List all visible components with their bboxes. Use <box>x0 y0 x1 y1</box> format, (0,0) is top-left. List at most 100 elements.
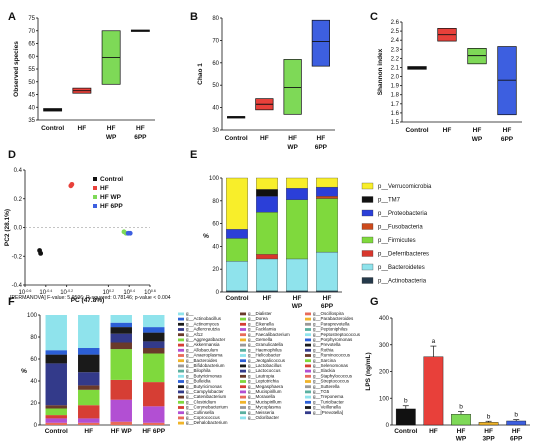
bar-segment-7-3 <box>316 177 338 188</box>
x-tick-exponent: -0.4 <box>46 289 52 293</box>
y-tick-label: 0.0 <box>14 226 23 232</box>
y-axis-label: Observed species <box>13 41 20 97</box>
y-tick-label: 60 <box>28 54 35 60</box>
y-tick-label: -0.4 <box>12 283 23 289</box>
x-tick-label: WP <box>472 136 483 143</box>
bar-segment-3-2 <box>286 199 308 260</box>
x-tick-label: 10-0.2 <box>60 289 73 296</box>
legend-label-1-20: g__Odoribacter <box>248 415 280 420</box>
point-3-1 <box>127 230 133 236</box>
bar-segment-6-3 <box>143 332 165 342</box>
legend-label-0-12: g__Butyricimonas <box>186 373 223 378</box>
legend-swatch-2-8 <box>305 354 311 357</box>
legend-swatch-0-12 <box>178 374 184 378</box>
legend-label-0-5: g__Aggregatibacter <box>186 337 226 342</box>
legend-swatch-0-7 <box>178 348 184 352</box>
y-tick-label: 2.0 <box>391 75 400 81</box>
significance-letter-0: b <box>404 398 408 405</box>
legend-label-2-16: g__Treponema <box>313 394 344 399</box>
y-tick-label: 2.4 <box>391 38 400 44</box>
y-axis-label: % <box>203 233 209 240</box>
y-tick-label: 50 <box>28 80 35 86</box>
x-tick-label: Control <box>394 428 417 435</box>
legend-label-2-9: g__Sarcina <box>313 358 336 363</box>
x-tick-label: 6PP <box>134 134 147 141</box>
y-tick-label: 55 <box>28 67 35 73</box>
x-tick-label: HF <box>503 127 512 134</box>
legend-swatch-0-11 <box>178 369 184 373</box>
x-tick-label: HF <box>457 428 466 435</box>
x-tick-label: HF <box>293 295 302 302</box>
legend-label-0-11: g__Bilophila <box>186 368 211 373</box>
bar-2 <box>451 414 471 426</box>
x-tick-label: Control <box>225 295 248 302</box>
bar-segment-4-1 <box>78 385 100 390</box>
x-tick-label: Control <box>45 428 68 435</box>
x-tick-label: 100.6 <box>144 289 156 296</box>
legend-label-0-7: g__Allobaculum <box>186 347 218 352</box>
legend-label-1-16: g__Moraxella <box>248 394 276 399</box>
legend-label-1: p__TM7 <box>378 198 401 204</box>
y-tick-label: 1.7 <box>391 102 400 108</box>
y-tick-label: 50 <box>212 83 219 89</box>
legend-label-0: Control <box>100 176 123 183</box>
bar-segment-3-0 <box>45 408 67 416</box>
legend-swatch-2-5 <box>305 338 311 342</box>
legend-swatch-0-15 <box>178 390 184 394</box>
bar-segment-6-1 <box>78 354 100 373</box>
legend-label-1-12: g__Lautropia <box>248 373 275 378</box>
chart-a: 35 40 45 50 55 60 65 70 75 Observed species Contro… <box>13 16 155 141</box>
legend-label-1-17: g__Mucispirillum <box>248 399 282 404</box>
legend-swatch-0-16 <box>178 395 184 399</box>
bar-segment-5-0 <box>226 229 248 239</box>
x-tick-label: HF WP <box>111 428 133 435</box>
legend-swatch-0-6 <box>178 343 184 347</box>
panel-label-b: B <box>190 11 198 23</box>
y-tick-label: 2.2 <box>391 56 400 62</box>
legend-label-2-3: g__Peptoniphilus <box>313 327 348 332</box>
legend-label-2-8: g__Ruminococcus <box>313 353 351 358</box>
legend-label-2-5: g__Porphyromonas <box>313 337 353 342</box>
y-tick-label: 35 <box>28 118 35 124</box>
legend-swatch-1 <box>361 196 374 203</box>
y-tick-label: 80 <box>212 16 219 22</box>
legend-swatch-0-8 <box>178 354 184 357</box>
legend-label-7: p__Actinobacteria <box>378 279 427 285</box>
y-tick-label: 75 <box>28 16 35 22</box>
legend-swatch-3 <box>93 204 97 208</box>
x-tick-label: 6PP <box>321 303 334 310</box>
bar-segment-3-1 <box>78 389 100 406</box>
legend-label-1-5: g__Gemella <box>248 337 273 342</box>
y-tick-label: 100 <box>379 396 390 402</box>
legend-label-1-10: g__Lactobacillus <box>248 363 282 368</box>
legend-label-1-7: g__Haemophilus <box>248 347 283 352</box>
legend-label-4: p__Firmicutes <box>378 238 416 244</box>
legend-swatch-0-9 <box>178 359 184 363</box>
legend-swatch-1-5 <box>240 338 246 342</box>
x-axis-label: PC (47.8%) <box>71 297 105 304</box>
x-tick-exponent: 0.6 <box>151 289 156 293</box>
y-tick-label: 1.9 <box>391 84 400 90</box>
bar-segment-3-3 <box>143 353 165 383</box>
legend-label-0: p__Verrucomicrobia <box>378 184 432 190</box>
y-tick-label: 70 <box>28 29 35 35</box>
x-tick-label: HF <box>473 127 482 134</box>
legend-swatch-1-6 <box>240 343 246 347</box>
bar-segment-7-0 <box>45 350 67 355</box>
legend-label-0-17: g__Clostridium <box>186 399 216 404</box>
legend-swatch-2-4 <box>305 333 311 337</box>
legend-swatch-2-16 <box>305 395 311 399</box>
panel-label-d: D <box>8 149 16 161</box>
bar-segment-2-3 <box>143 382 165 407</box>
legend-label-3: HF 6PP <box>100 203 123 210</box>
legend-swatch-0-3 <box>178 328 184 331</box>
legend-label-1-4: g__Faecalibacterium <box>248 332 290 337</box>
legend-swatch-6 <box>361 263 374 271</box>
bar-segment-7-2 <box>286 177 308 189</box>
legend-label-0-19: g__Collinsella <box>186 410 215 415</box>
panel-label-c: C <box>370 11 378 23</box>
bar-segment-2-1 <box>256 254 278 260</box>
y-tick-label: 0.2 <box>14 197 23 203</box>
legend-label-1-18: g__Mycoplasma <box>248 405 281 410</box>
